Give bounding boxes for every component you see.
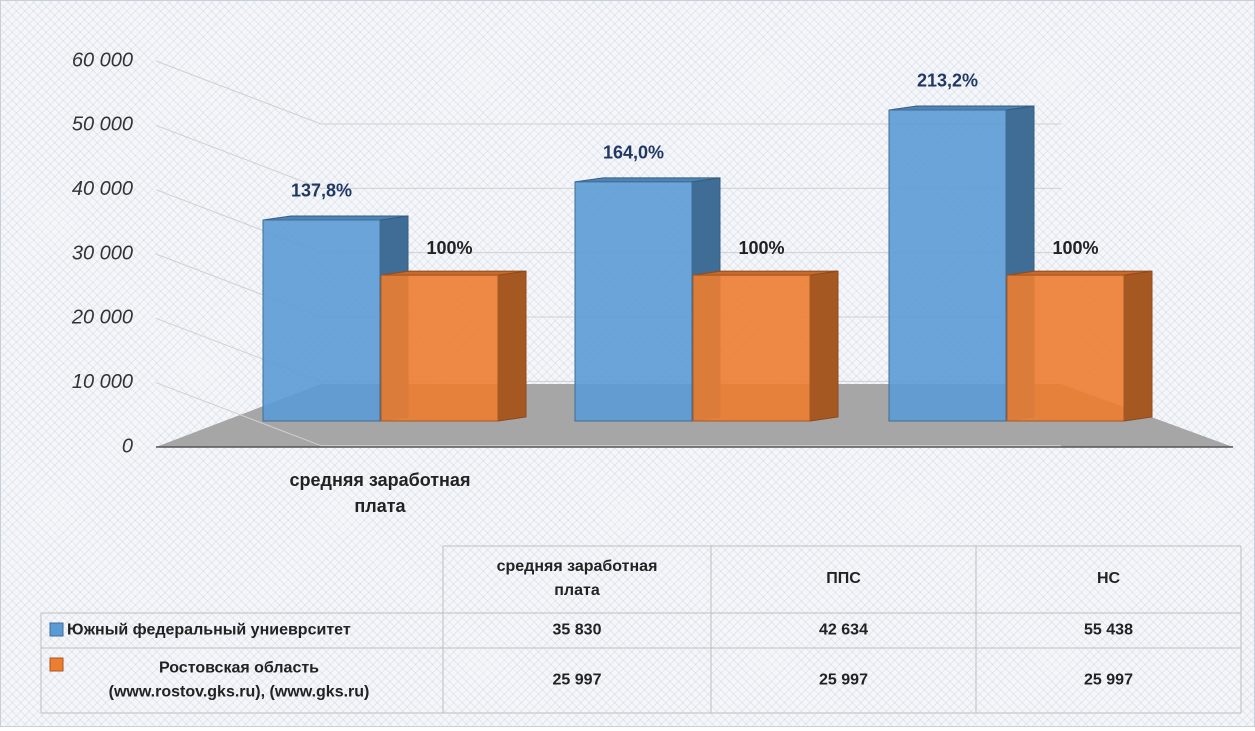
y-tick-label: 0 <box>122 435 133 457</box>
grid-line <box>155 382 1061 447</box>
bar-top <box>574 177 721 183</box>
data-annotation: 164,0% <box>603 143 664 163</box>
table-value: 42 634 <box>819 622 868 639</box>
data-annotation: 100% <box>426 238 472 258</box>
table-value: 25 997 <box>1084 672 1133 689</box>
bar <box>574 181 693 422</box>
table-value: 55 438 <box>1084 622 1133 639</box>
bar-top <box>1006 270 1153 276</box>
y-tick-label: 20 000 <box>71 307 133 329</box>
bar <box>888 109 1007 422</box>
table-value: 25 997 <box>819 672 868 689</box>
bar-top <box>888 105 1035 111</box>
bar-side <box>809 270 839 422</box>
y-tick-label: 10 000 <box>72 371 133 393</box>
y-tick-label: 40 000 <box>72 178 133 200</box>
table-header: НС <box>1097 570 1121 587</box>
data-annotation: 137,8% <box>291 181 352 201</box>
bar <box>262 219 381 422</box>
data-annotation: 213,2% <box>917 71 978 91</box>
bar-side <box>1123 270 1153 422</box>
bar-top <box>692 270 839 276</box>
y-tick-label: 60 000 <box>72 49 133 71</box>
table-header: средняя заработная плата <box>497 558 658 599</box>
y-tick-label: 30 000 <box>72 242 133 264</box>
legend-swatch <box>49 657 64 672</box>
legend-label: Южный федеральный униеврситет <box>67 622 351 639</box>
bar <box>380 274 499 422</box>
grid-line <box>155 60 1061 125</box>
x-tick-label: средняя заработная плата <box>290 470 471 516</box>
legend-label: Ростовская область (www.rostov.gks.ru), (… <box>109 660 370 701</box>
bar-side <box>497 270 527 422</box>
bar-top <box>262 215 409 221</box>
table-value: 25 997 <box>553 672 602 689</box>
data-annotation: 100% <box>738 238 784 258</box>
bar-top <box>380 270 527 276</box>
legend-swatch <box>49 622 64 637</box>
table-header: ППС <box>826 570 861 587</box>
bar <box>1006 274 1125 422</box>
data-annotation: 100% <box>1052 238 1098 258</box>
y-tick-label: 50 000 <box>72 114 133 136</box>
bar <box>692 274 811 422</box>
grid-line <box>155 124 1061 189</box>
table-value: 35 830 <box>553 622 602 639</box>
